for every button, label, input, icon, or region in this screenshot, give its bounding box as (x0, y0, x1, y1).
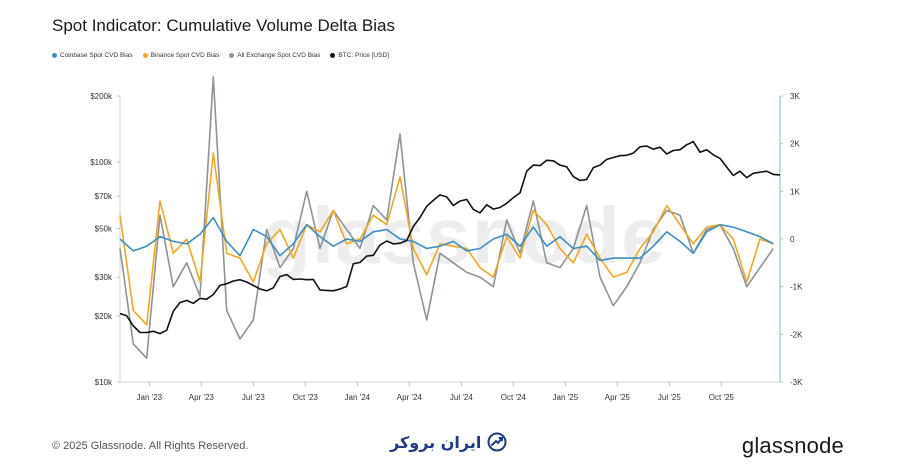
y-left-tick-label: $70k (95, 192, 113, 201)
copyright-text: © 2025 Glassnode. All Rights Reserved. (52, 440, 249, 452)
partner-logo: ایران بروکر (390, 432, 507, 452)
y-left-tick-label: $100k (90, 158, 113, 167)
series-line-binance-spot-cvd-bias (119, 152, 774, 326)
legend-label-btc-price: BTC: Price [USD] (338, 52, 389, 59)
legend-label-coinbase: Coinbase Spot CVD Bias (60, 52, 133, 59)
x-tick-label: Apr '25 (605, 393, 631, 402)
legend-dot-binance (142, 53, 148, 58)
y-right-tick-label: 1K (790, 187, 800, 196)
y-left-tick-label: $10k (95, 378, 113, 387)
partner-name: ایران بروکر (390, 432, 482, 452)
y-right-tick-label: 0 (790, 235, 795, 244)
legend-dot-coinbase (52, 53, 57, 58)
legend-item-binance[interactable]: Binance Spot CVD Bias (142, 52, 220, 59)
brand-logo: glassnode (741, 433, 844, 458)
x-tick-label: Oct '25 (709, 393, 735, 402)
x-tick-label: Jul '23 (242, 393, 265, 402)
series-line-coinbase-spot-cvd-bias (119, 216, 774, 262)
x-tick-label: Jan '23 (137, 393, 163, 402)
x-tick-label: Jan '25 (553, 393, 579, 402)
legend-label-all-exchange: All Exchange Spot CVD Bias (237, 52, 321, 59)
y-right-tick-label: -1K (790, 283, 803, 292)
y-right-tick-label: -3K (790, 378, 803, 387)
x-tick-label: Jan '24 (345, 393, 371, 402)
legend-dot-all-exchange (229, 53, 235, 58)
y-right-tick-label: 3K (790, 92, 800, 101)
y-left-tick-label: $200k (90, 92, 113, 101)
legend-item-all-exchange[interactable]: All Exchange Spot CVD Bias (229, 52, 320, 59)
y-left-tick-label: $50k (95, 224, 113, 233)
x-tick-label: Apr '23 (189, 393, 215, 402)
y-left-tick-label: $20k (95, 312, 113, 321)
chart-title: Spot Indicator: Cumulative Volume Delta … (52, 16, 396, 35)
series-line-btc-price-usd (119, 140, 781, 335)
legend-dot-btc-price (330, 53, 336, 58)
x-tick-label: Apr '24 (397, 393, 423, 402)
legend-item-btc-price[interactable]: BTC: Price [USD] (330, 52, 389, 59)
legend-label-binance: Binance Spot CVD Bias (150, 52, 220, 59)
x-tick-label: Jul '24 (450, 393, 473, 402)
legend-item-coinbase[interactable]: Coinbase Spot CVD Bias (52, 52, 133, 59)
trend-arrow-icon (487, 432, 507, 452)
y-right-tick-label: 2K (790, 140, 800, 149)
series-line-all-exchange-spot-cvd-bias (119, 76, 774, 360)
x-tick-label: Oct '23 (293, 393, 319, 402)
x-tick-label: Oct '24 (501, 393, 527, 402)
y-right-tick-label: -2K (790, 330, 803, 339)
chart-legend: Coinbase Spot CVD Bias Binance Spot CVD … (52, 52, 389, 59)
x-tick-label: Jul '25 (658, 393, 681, 402)
y-left-tick-label: $30k (95, 273, 113, 282)
